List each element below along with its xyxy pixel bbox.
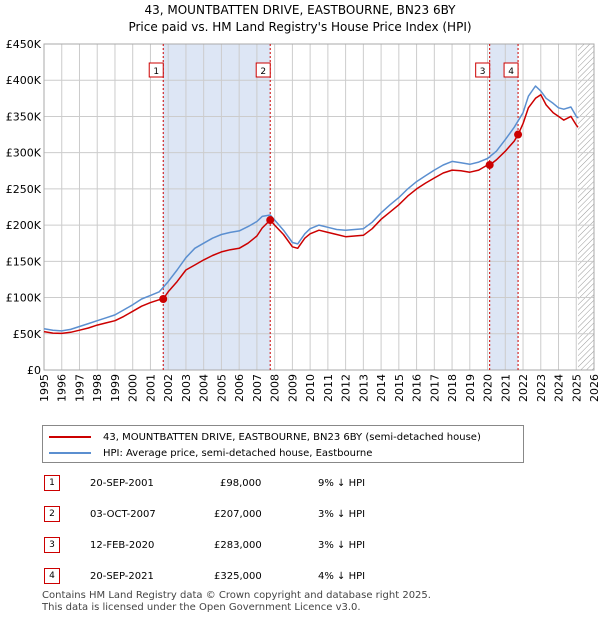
sale-date: 03-OCT-2007 [90,509,156,520]
sale-hpi-diff: 3% ↓ HPI [318,509,366,520]
hatched-region [578,44,594,370]
x-tick-label: 2000 [127,374,140,402]
sale-point [159,295,168,304]
x-tick-label: 2001 [144,374,157,402]
x-tick-label: 2012 [340,374,353,402]
legend-swatch-price [49,436,91,438]
x-tick-label: 2013 [357,374,370,402]
y-tick-label: £350K [6,110,42,123]
sale-row: 2 03-OCT-2007 £207,000 3% ↓ HPI [0,505,600,525]
x-tick-label: 2018 [446,374,459,402]
sale-label-box [475,62,491,78]
sale-marker-badge: 3 [44,537,60,553]
licence-notice: This data is licensed under the Open Gov… [42,602,361,613]
x-tick-label: 2023 [535,374,548,402]
x-tick-label: 2024 [553,374,566,402]
x-tick-label: 2003 [180,374,193,402]
sale-row: 3 12-FEB-2020 £283,000 3% ↓ HPI [0,536,600,556]
x-tick-label: 2015 [393,374,406,402]
sale-label: 1 [153,67,159,77]
sale-price: £98,000 [220,478,262,489]
x-tick-label: 2006 [233,374,246,402]
sale-label: 2 [260,67,266,77]
sale-hpi-diff: 3% ↓ HPI [318,540,366,551]
chart-title: 43, MOUNTBATTEN DRIVE, EASTBOURNE, BN23 … [144,3,456,17]
x-tick-label: 2011 [322,374,335,402]
shaded-period [163,44,271,370]
sale-label: 3 [480,67,486,77]
y-tick-label: £200K [6,219,42,232]
chart-subtitle: Price paid vs. HM Land Registry's House … [128,20,472,34]
copyright-notice: Contains HM Land Registry data © Crown c… [42,590,431,601]
y-tick-label: £150K [6,255,42,268]
sale-row: 1 20-SEP-2001 £98,000 9% ↓ HPI [0,474,600,494]
sale-price: £325,000 [214,571,262,582]
x-tick-label: 2021 [499,374,512,402]
sale-label-box [503,62,519,78]
plot-frame [43,43,595,371]
x-tick-label: 2019 [464,374,477,402]
x-tick-label: 2007 [251,374,264,402]
sale-hpi-diff: 4% ↓ HPI [318,571,366,582]
x-tick-label: 2025 [570,374,583,402]
sale-date: 12-FEB-2020 [90,540,155,551]
y-tick-label: £300K [6,147,42,160]
series-line [43,85,579,332]
sale-point [485,160,494,169]
legend-swatch-hpi [49,452,91,454]
sale-row: 4 20-SEP-2021 £325,000 4% ↓ HPI [0,567,600,587]
x-tick-label: 2014 [375,374,388,402]
legend-item-price: 43, MOUNTBATTEN DRIVE, EASTBOURNE, BN23 … [49,430,481,444]
sale-price: £207,000 [214,509,262,520]
x-tick-label: 2016 [411,374,424,402]
x-tick-label: 2017 [428,374,441,402]
sale-point [514,130,523,139]
x-tick-label: 1999 [109,374,122,402]
sale-date: 20-SEP-2021 [90,571,154,582]
x-tick-label: 1998 [91,374,104,402]
x-tick-label: 2020 [482,374,495,402]
legend-item-hpi: HPI: Average price, semi-detached house,… [49,446,372,460]
x-tick-label: 2008 [269,374,282,402]
y-tick-label: £100K [6,292,42,305]
x-tick-label: 2004 [198,374,211,402]
sale-hpi-diff: 9% ↓ HPI [318,478,366,489]
price-chart: 1 2 3 4 £0 £50K £100K £150K £200K £250K £300K £350K… [6,38,600,402]
x-tick-label: 2010 [304,374,317,402]
shaded-period [489,44,519,370]
sale-marker-badge: 4 [44,568,60,584]
x-tick-label: 1995 [38,374,51,402]
sale-marker-badge: 2 [44,506,60,522]
y-tick-label: £50K [13,328,42,341]
sale-marker-badge: 1 [44,475,60,491]
sale-date: 20-SEP-2001 [90,478,154,489]
legend-label-hpi: HPI: Average price, semi-detached house,… [103,447,373,459]
x-tick-label: 1996 [56,374,69,402]
sale-label-box [148,62,164,78]
y-tick-label: £250K [6,183,42,196]
sale-label: 4 [508,67,514,77]
x-tick-label: 2002 [162,374,175,402]
x-tick-label: 2026 [588,374,600,402]
x-tick-label: 2005 [215,374,228,402]
legend: 43, MOUNTBATTEN DRIVE, EASTBOURNE, BN23 … [42,425,524,463]
x-tick-label: 2022 [517,374,530,402]
y-tick-label: £0 [27,364,41,377]
y-tick-label: £450K [6,38,42,51]
sale-label-box [255,62,271,78]
legend-label-price: 43, MOUNTBATTEN DRIVE, EASTBOURNE, BN23 … [103,431,481,443]
x-tick-label: 2009 [286,374,299,402]
y-tick-label: £400K [6,74,42,87]
sale-price: £283,000 [214,540,262,551]
sale-point [266,216,275,225]
x-tick-label: 1997 [73,374,86,402]
